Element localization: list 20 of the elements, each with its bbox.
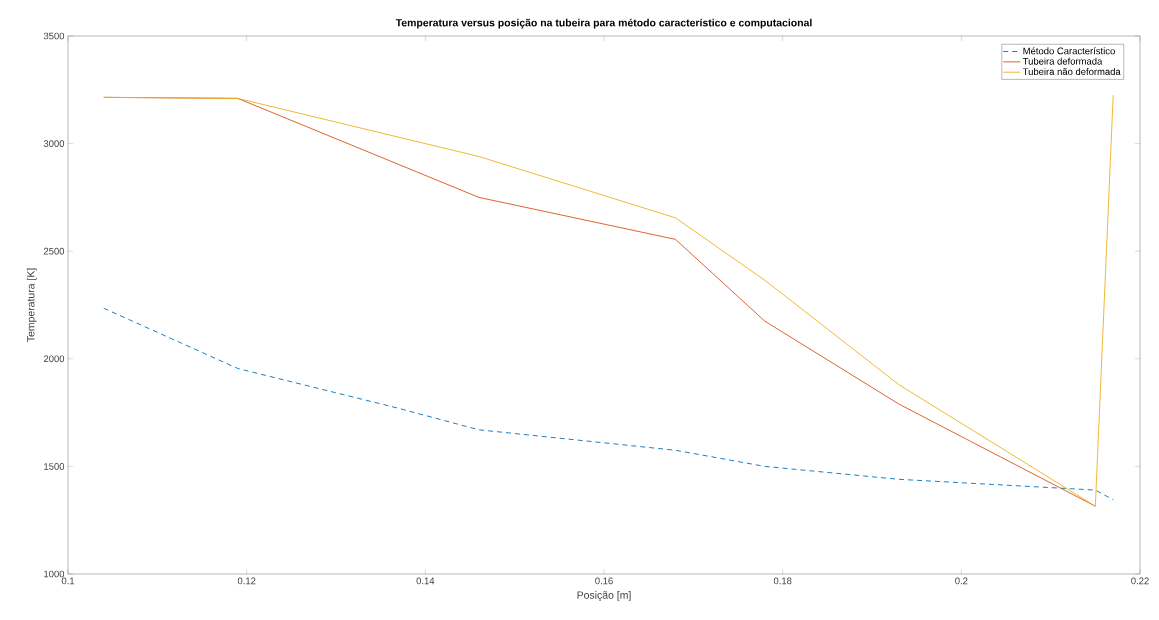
x-tick-label: 0.14 bbox=[416, 577, 435, 585]
x-tick-label: 0.22 bbox=[1131, 577, 1149, 585]
y-axis-title: Temperatura [K] bbox=[26, 268, 37, 342]
y-tick-label: 2000 bbox=[43, 355, 65, 363]
y-tick-label: 3000 bbox=[43, 140, 65, 147]
line-series bbox=[103, 307, 1114, 501]
chart-title: Temperatura versus posição na tubeira para método característico e computacional bbox=[395, 18, 812, 29]
y-tick-label: 1000 bbox=[44, 570, 65, 578]
legend-label: Tubeira não deformada bbox=[1022, 68, 1121, 75]
legend-label: Tubeira deformada bbox=[1022, 57, 1103, 65]
y-tick-label: 3500 bbox=[43, 32, 65, 40]
x-tick-label: 0.16 bbox=[595, 577, 613, 585]
y-tick-label: 2500 bbox=[43, 247, 65, 255]
x-tick-label: 0.12 bbox=[237, 577, 256, 585]
y-tick-label: 1500 bbox=[44, 463, 65, 470]
x-tick-label: 0.2 bbox=[955, 577, 968, 585]
x-axis-title: Posição [m] bbox=[577, 591, 631, 601]
x-tick-label: 0.1 bbox=[61, 577, 75, 585]
x-tick-label: 0.18 bbox=[773, 577, 792, 585]
legend-label: Método Característico bbox=[1023, 47, 1115, 55]
